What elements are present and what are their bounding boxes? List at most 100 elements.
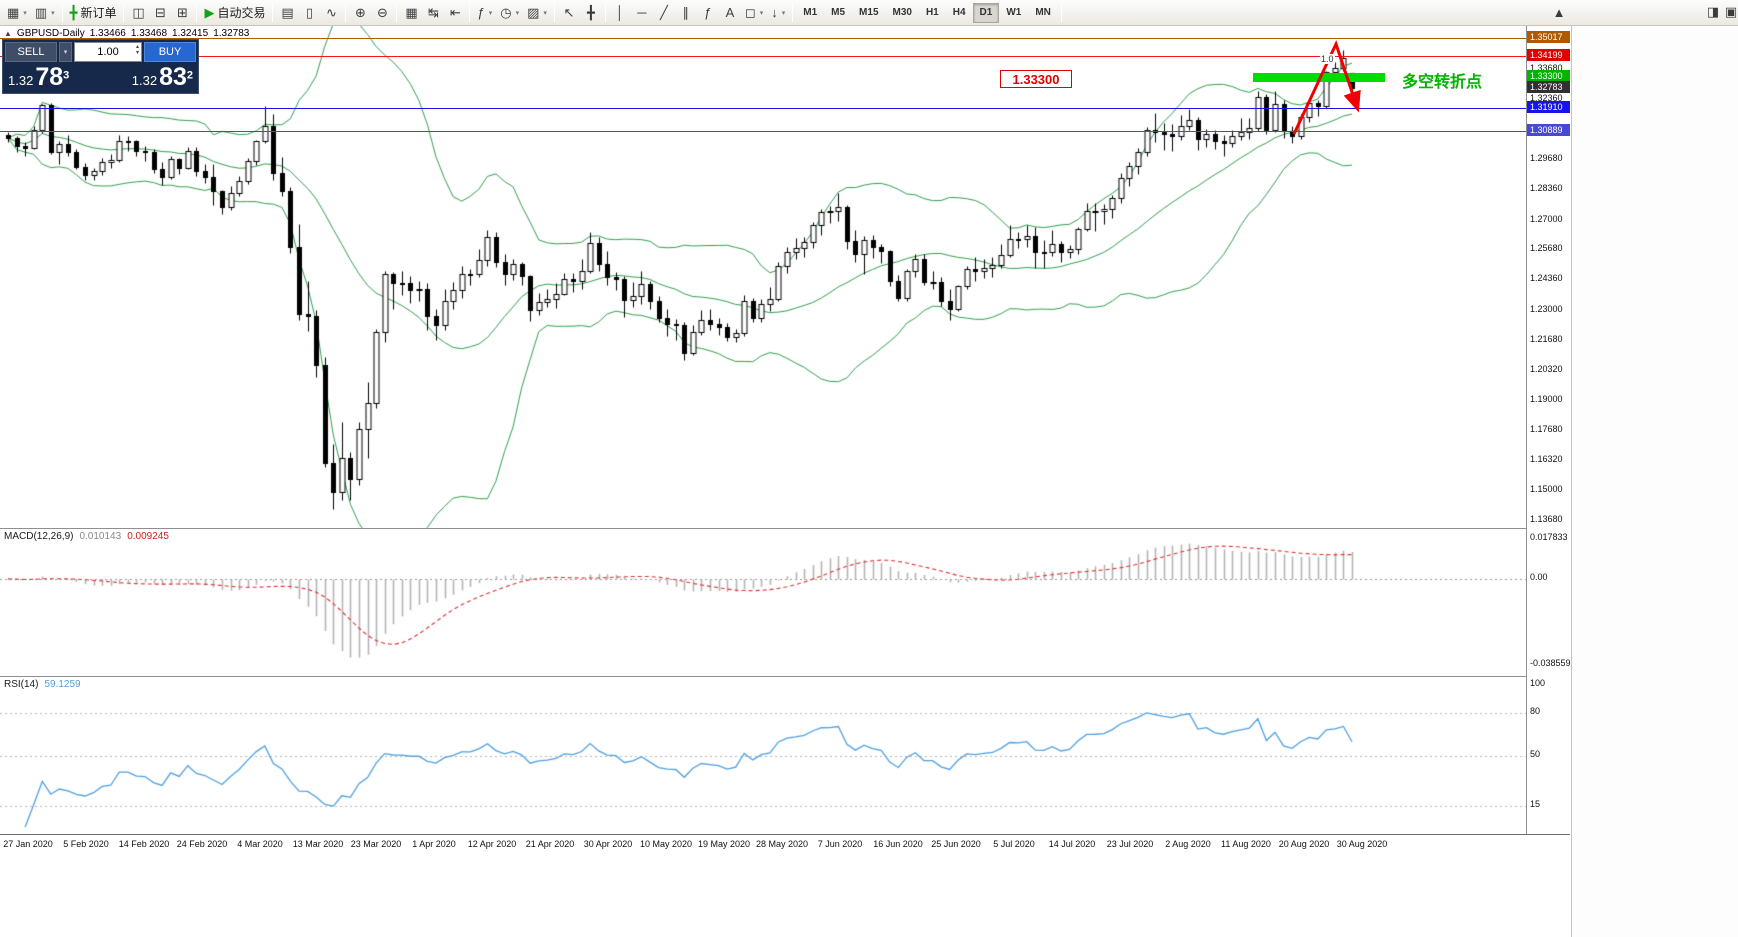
timeframe-w1-button[interactable]: W1 [999,3,1028,23]
crosshair-icon[interactable]: ╋ [580,2,602,24]
timeframe-m1-button[interactable]: M1 [796,3,824,23]
line-chart-type-icon[interactable]: ∿ [320,2,342,24]
chevron-down-icon: ▾ [543,9,547,17]
dock-window-icon[interactable]: ◨ [1702,1,1724,23]
periods-icon: ◷ [500,4,512,20]
sell-price[interactable]: 1.32783 [8,63,70,91]
timeframe-m15-button[interactable]: M15 [852,3,885,23]
ohlc-open: 1.33466 [89,28,126,39]
date-axis-label: 30 Aug 2020 [1336,839,1388,849]
periods-icon[interactable]: ◷ ▾ [496,2,523,24]
profiles-icon[interactable]: ▥ ▾ [31,2,59,24]
date-axis-label: 12 Apr 2020 [467,839,517,849]
main-chart-pane[interactable]: 1.33300 多空转折点 1.0 ▲ GBPUSD-Daily 1.33466… [0,26,1526,528]
indicators-icon[interactable]: ƒ ▾ [473,2,496,24]
toolbar-separator [792,3,794,22]
templates-icon: ▨ [527,4,540,20]
shapes-icon[interactable]: ◻ ▾ [741,2,767,24]
volume-stepper[interactable]: ▴ ▾ [136,44,139,56]
timeframe-d1-button[interactable]: D1 [972,2,1000,23]
auto-scroll-icon[interactable]: ↹ [422,2,444,24]
price-axis-label: 1.21680 [1530,333,1563,344]
rsi-canvas[interactable] [0,677,1526,834]
auto-trading-button[interactable]: ▶ 自动交易 [200,2,269,24]
zoom-out-icon: ⊖ [377,4,388,20]
order-type-dropdown[interactable]: ▾ [59,42,72,62]
horizontal-level-line[interactable] [0,56,1526,57]
date-axis-label: 14 Jul 2020 [1048,839,1096,849]
fibonacci-icon[interactable]: ƒ [697,2,719,24]
bar-chart-type-icon: ▤ [281,4,294,20]
macd-pane[interactable]: MACD(12,26,9) 0.010143 0.009245 [0,528,1526,676]
toolbar-separator [123,3,125,22]
timeframe-mn-button[interactable]: MN [1028,3,1058,23]
stepper-up-icon[interactable]: ▴ [135,44,139,50]
line-chart-type-icon: ∿ [326,4,337,20]
price-axis[interactable]: 1.33680 1.32360 1.29680 1.28360 1.27000 1.256… [1526,26,1571,834]
timeframe-h4-button[interactable]: H4 [946,3,973,23]
templates-icon[interactable]: ▨ ▾ [523,2,551,24]
zoom-in-icon[interactable]: ⊕ [349,2,371,24]
rsi-axis-label: 100 [1530,678,1546,688]
chevron-down-icon: ▾ [488,9,493,17]
time-axis[interactable]: 27 Jan 2020 5 Feb 2020 14 Feb 2020 24 Feb 2… [0,834,1570,853]
bar-chart-type-icon[interactable]: ▤ [276,2,298,24]
horizontal-line-icon[interactable]: ─ [631,2,653,24]
horizontal-line-icon: ─ [637,5,647,20]
level-price-label[interactable]: 1.33300 [1000,70,1072,88]
scroll-up-icon[interactable]: ▲ [1548,1,1570,23]
date-axis-label: 10 May 2020 [639,839,693,849]
timeframe-h1-button[interactable]: H1 [919,3,946,23]
date-axis-label: 4 Mar 2020 [237,839,283,849]
price-axis-badge: 1.33300 [1527,69,1570,82]
one-click-toggle-icon[interactable]: ▲ [4,29,12,38]
ohlc-close: 1.32783 [213,28,250,39]
ohlc-low: 1.32415 [172,28,209,39]
trendline-icon[interactable]: ╱ [653,2,675,24]
navigator-icon[interactable]: ⊞ [171,2,193,24]
tile-windows-icon[interactable]: ▦ [400,2,422,24]
turning-point-note[interactable]: 多空转折点 [1402,74,1483,91]
channel-icon[interactable]: ∥ [675,2,697,24]
chart-shift-icon[interactable]: ⇤ [444,2,466,24]
vertical-line-icon[interactable]: │ [609,2,631,24]
macd-label: MACD(12,26,9) 0.010143 0.009245 [4,531,169,542]
rsi-axis-label: 15 [1530,798,1541,809]
buy-button[interactable]: BUY [144,42,196,62]
chart-window-icon[interactable]: ◫ [127,2,149,24]
cursor-icon[interactable]: ↖ [558,2,580,24]
new-order-button[interactable]: ╋ 新订单 [66,2,121,24]
chart-shift-icon: ⇤ [450,4,461,20]
terminal-icon[interactable]: ⊟ [149,2,171,24]
macd-axis-label: -0.038559 [1530,658,1571,668]
one-click-trading-panel: SELL ▾ 1.00 ▴ ▾ BUY 1.32783 [2,39,199,94]
date-axis-label: 24 Feb 2020 [176,839,228,849]
toolbar-separator [1060,3,1062,22]
timeframe-m5-button[interactable]: M5 [824,3,852,23]
timeframe-m30-button[interactable]: M30 [886,3,919,23]
rsi-pane[interactable]: RSI(14) 59.1259 [0,676,1526,834]
macd-canvas[interactable] [0,529,1526,676]
cursor-icon: ↖ [563,4,575,20]
zoom-out-icon[interactable]: ⊖ [371,2,393,24]
arrow-objects-icon[interactable]: ↓ ▾ [767,2,789,24]
price-axis-label: 1.19000 [1530,394,1563,405]
horizontal-level-line[interactable] [0,108,1526,109]
layout-icon[interactable]: ▣ [1720,1,1738,23]
toolbar: ▦ ▾ ▥ ▾ ╋ 新订单 ◫ ⊟ ⊞ ▶ 自动交易 ▤ ▯ ∿ ⊕ ⊖ ▦ ↹ ⇤ ƒ ▾ ◷ ▾ ▨ ▾ ↖ ╋ │ ─ ╱ ∥ ƒ A ◻ ▾… [0,0,1738,26]
main-chart-canvas[interactable] [0,26,1526,528]
new-chart-icon[interactable]: ▦ ▾ [3,2,31,24]
text-tool-icon[interactable]: A [719,2,741,24]
support-zone-band[interactable] [1253,73,1385,82]
horizontal-level-line[interactable] [0,131,1526,132]
price-axis-badge: 1.34199 [1527,49,1570,62]
sell-button[interactable]: SELL [5,42,57,62]
workspace-background [1571,26,1738,937]
terminal-icon: ⊟ [155,4,166,20]
buy-price[interactable]: 1.32832 [131,63,193,91]
candlestick-type-icon[interactable]: ▯ [298,2,320,24]
date-axis-label: 5 Jul 2020 [993,839,1035,849]
volume-input[interactable]: 1.00 ▴ ▾ [74,42,142,62]
horizontal-level-line[interactable] [0,38,1526,39]
stepper-down-icon[interactable]: ▾ [135,50,139,56]
